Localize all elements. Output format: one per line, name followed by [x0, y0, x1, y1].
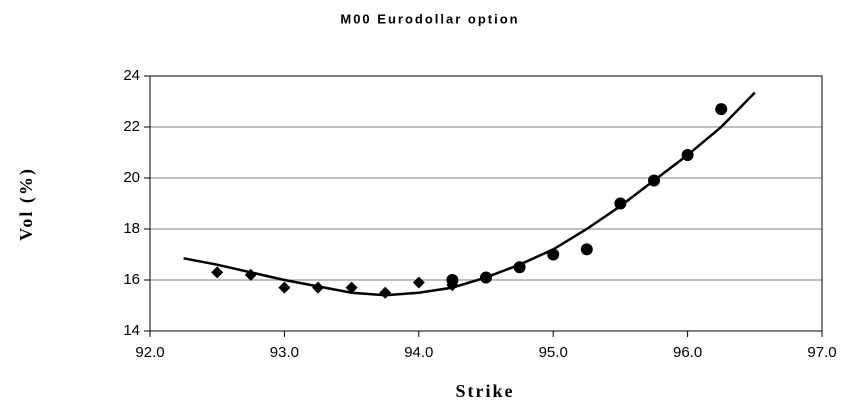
chart-title: M00 Eurodollar option [340, 11, 519, 26]
diamond-point [412, 276, 425, 289]
y-tick-label: 18 [123, 220, 140, 237]
x-axis-label: Strike [456, 381, 515, 401]
diamond-point [211, 266, 224, 279]
diamond-point [278, 281, 291, 294]
circle-point [715, 103, 728, 116]
y-tick-label: 16 [123, 271, 140, 288]
plot-frame [149, 75, 823, 332]
y-tick-label: 24 [123, 67, 140, 84]
circle-point [446, 274, 459, 286]
y-tick-label: 14 [123, 322, 140, 339]
diamond-point [379, 286, 392, 299]
x-tick-label: 95.0 [539, 344, 568, 361]
fit-line [183, 91, 756, 297]
y-tick-label: 22 [123, 118, 140, 135]
diamond-point [345, 281, 358, 294]
x-tick-label: 94.0 [404, 344, 433, 361]
circle-point [580, 243, 593, 256]
x-tick-label: 96.0 [673, 344, 702, 361]
x-tick-label: 92.0 [135, 344, 164, 361]
x-tick-label: 93.0 [270, 344, 299, 361]
x-tick-label: 97.0 [807, 344, 836, 361]
circle-point [614, 197, 627, 210]
y-tick-label: 20 [123, 169, 140, 186]
y-axis-label: Vol (%) [16, 167, 37, 241]
